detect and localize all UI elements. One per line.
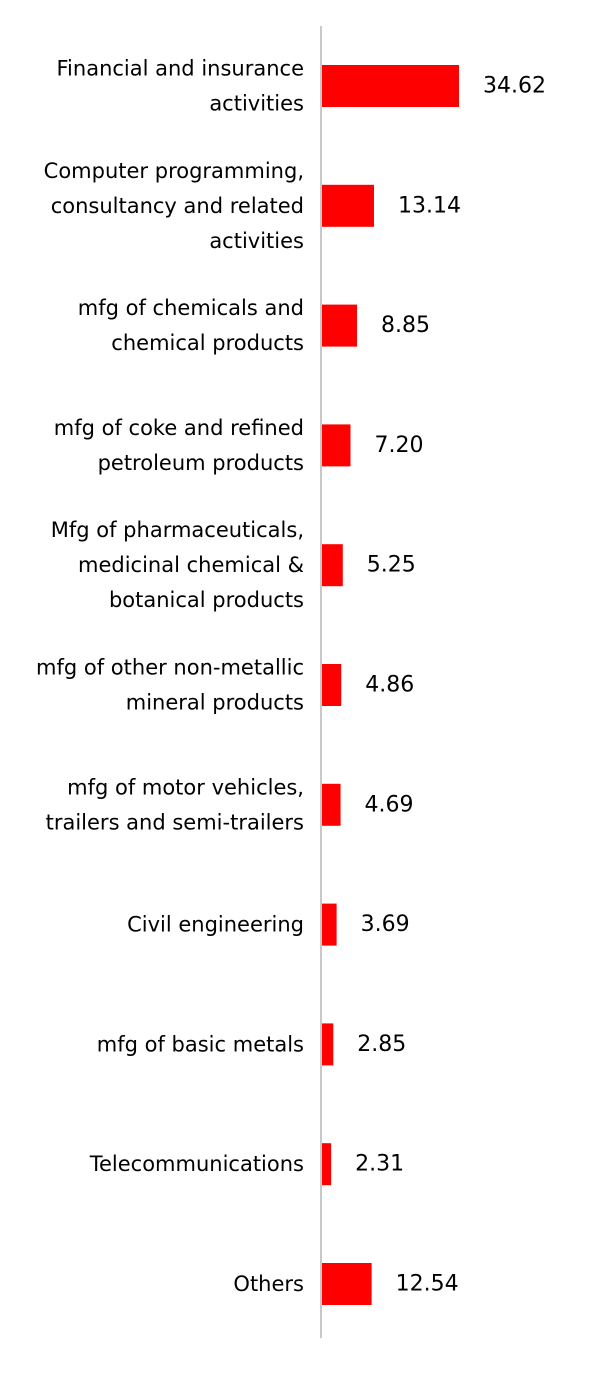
category-label-line: medicinal chemical & — [78, 553, 304, 577]
category-label-line: activities — [209, 92, 304, 116]
bar — [322, 184, 374, 227]
category-label-line: Others — [233, 1272, 304, 1296]
category-label-line: mfg of motor vehicles, — [67, 775, 304, 799]
category-label: Others — [233, 1272, 304, 1296]
category-label-line: Civil engineering — [127, 913, 304, 937]
value-label: 8.85 — [381, 313, 430, 338]
bar — [322, 903, 337, 946]
value-label: 34.62 — [483, 74, 546, 99]
bar — [322, 65, 459, 107]
category-label: mfg of basic metals — [97, 1032, 304, 1056]
value-label: 13.14 — [398, 193, 461, 218]
bar — [322, 664, 342, 706]
category-label: mfg of chemicals and chemical products — [78, 296, 304, 355]
value-label: 12.54 — [396, 1272, 459, 1297]
category-label: Financial and insurance activities — [57, 57, 305, 116]
value-label: 5.25 — [367, 553, 416, 578]
category-label-line: trailers and semi-trailers — [46, 810, 304, 834]
category-label-line: mfg of chemicals and — [78, 296, 304, 320]
category-label-line: mfg of coke and refined — [54, 416, 304, 440]
bar — [322, 544, 343, 587]
value-label: 4.86 — [365, 673, 414, 698]
category-label-line: mfg of basic metals — [97, 1032, 304, 1056]
value-label: 3.69 — [361, 912, 410, 937]
category-label-line: activities — [209, 229, 304, 253]
category-label-line: Mfg of pharmaceuticals, — [51, 518, 304, 542]
category-label-line: Telecommunications — [89, 1152, 304, 1176]
category-label-line: Financial and insurance — [57, 57, 305, 81]
category-label: mfg of motor vehicles, trailers and semi-… — [46, 775, 304, 834]
category-label: mfg of coke and refined petroleum product… — [54, 416, 304, 475]
bar — [322, 783, 341, 826]
bar — [322, 1023, 334, 1066]
bars-layer — [322, 65, 459, 1305]
bar — [322, 424, 351, 467]
category-label-line: consultancy and related — [51, 194, 304, 218]
value-label: 4.69 — [365, 792, 414, 817]
category-label: mfg of other non-metallic mineral product… — [36, 656, 304, 715]
category-label: Civil engineering — [127, 913, 304, 937]
bar — [322, 1143, 332, 1186]
category-label-line: botanical products — [109, 588, 304, 612]
category-label: Mfg of pharmaceuticals, medicinal chemica… — [51, 518, 304, 612]
category-label-line: chemical products — [111, 331, 304, 355]
category-label-line: mineral products — [126, 691, 304, 715]
category-label: Telecommunications — [89, 1152, 304, 1176]
category-label-line: mfg of other non-metallic — [36, 656, 304, 680]
value-label: 2.85 — [357, 1032, 406, 1057]
category-labels-layer: Financial and insurance activitiesCompute… — [36, 57, 304, 1297]
category-label: Computer programming, consultancy and rel… — [44, 159, 304, 253]
value-label: 2.31 — [355, 1152, 404, 1177]
category-label-line: Computer programming, — [44, 159, 304, 183]
bar — [322, 1263, 372, 1305]
category-label-line: petroleum products — [98, 451, 304, 475]
bar — [322, 304, 358, 347]
value-label: 7.20 — [374, 433, 423, 458]
value-labels-layer: 34.62 13.14 8.85 7.20 5.25 4.86 4.69 3.69 2.85 2.… — [355, 74, 546, 1297]
